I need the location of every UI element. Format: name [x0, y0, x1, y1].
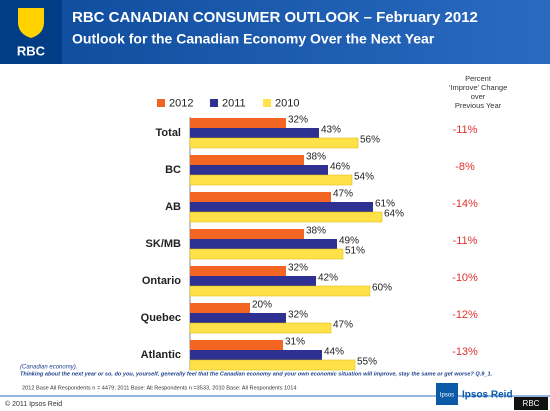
- change-header: Percent: [465, 74, 492, 83]
- change-header: ‘Improve’ Change: [449, 83, 508, 92]
- bar: [189, 285, 371, 297]
- bar: [189, 359, 356, 371]
- ipsos-logo: [436, 383, 458, 405]
- value-label: 44%: [324, 347, 344, 358]
- question: Thinking about the next year or so, do y…: [20, 371, 493, 377]
- bar: [189, 248, 344, 260]
- value-label: 61%: [375, 199, 395, 210]
- bar: [190, 276, 316, 286]
- change-value: -12%: [452, 309, 478, 321]
- value-label: 32%: [288, 310, 308, 321]
- change-value: -10%: [452, 272, 478, 284]
- ipsos-logo-text: Ipsos: [440, 393, 454, 399]
- category-label: AB: [165, 201, 181, 213]
- legend-label: 2012: [169, 97, 193, 109]
- logo-shield: [18, 8, 44, 38]
- bar: [189, 211, 383, 223]
- value-label: 32%: [288, 263, 308, 274]
- value-label: 46%: [330, 162, 350, 173]
- value-label: 32%: [288, 115, 308, 126]
- watermark: RBC: [523, 399, 540, 408]
- bar: [190, 202, 373, 212]
- value-label: 38%: [306, 226, 326, 237]
- bar: [190, 128, 319, 138]
- value-label: 64%: [384, 209, 404, 220]
- value-label: 38%: [306, 152, 326, 163]
- category-label: Atlantic: [141, 349, 181, 361]
- legend-swatch: [157, 99, 165, 107]
- bar: [190, 340, 283, 350]
- value-label: 51%: [345, 246, 365, 257]
- value-label: 31%: [285, 337, 305, 348]
- subtitle: Outlook for the Canadian Economy Over th…: [72, 31, 435, 47]
- bar: [189, 137, 359, 149]
- category-label: BC: [165, 164, 181, 176]
- bar: [189, 322, 332, 334]
- value-label: 54%: [354, 172, 374, 183]
- category-label: Quebec: [141, 312, 181, 324]
- value-label: 43%: [321, 125, 341, 136]
- legend-label: 2010: [275, 97, 299, 109]
- change-header: Previous Year: [455, 101, 502, 110]
- change-value: -14%: [452, 198, 478, 210]
- value-label: 47%: [333, 320, 353, 331]
- bar: [190, 313, 286, 323]
- change-value: -11%: [453, 235, 478, 247]
- legend-swatch: [210, 99, 218, 107]
- bar: [190, 239, 337, 249]
- bar: [190, 165, 328, 175]
- ipsos-reid: Ipsos Reid: [462, 390, 513, 401]
- change-value: -13%: [452, 346, 478, 358]
- value-label: 49%: [339, 236, 359, 247]
- title: RBC CANADIAN CONSUMER OUTLOOK – February…: [72, 9, 478, 26]
- change-value: -8%: [455, 161, 475, 173]
- change-header: over: [471, 92, 486, 101]
- category-label: SK/MB: [146, 238, 182, 250]
- footnote: (Canadian economy).: [20, 365, 77, 371]
- watermark-box: [514, 397, 548, 410]
- bar: [190, 350, 322, 360]
- base-note: 2012 Base All Respondents n = 4479; 2011…: [22, 385, 297, 391]
- bar: [190, 229, 304, 239]
- category-label: Total: [156, 127, 181, 139]
- bar: [190, 155, 304, 165]
- value-label: 47%: [333, 189, 353, 200]
- value-label: 56%: [360, 135, 380, 146]
- value-label: 60%: [372, 283, 392, 294]
- legend-swatch: [263, 99, 271, 107]
- value-label: 42%: [318, 273, 338, 284]
- value-label: 55%: [357, 357, 377, 368]
- legend-label: 2011: [222, 97, 246, 109]
- header-band: [0, 0, 550, 64]
- category-label: Ontario: [142, 275, 181, 287]
- bar: [190, 118, 286, 128]
- logo-text: RBC: [17, 43, 46, 58]
- bar: [189, 174, 353, 186]
- bar: [190, 192, 331, 202]
- change-value: -11%: [453, 124, 478, 136]
- value-label: 20%: [252, 300, 272, 311]
- copyright: © 2011 Ipsos Reid: [5, 400, 62, 408]
- bar: [190, 266, 286, 276]
- bar: [190, 303, 250, 313]
